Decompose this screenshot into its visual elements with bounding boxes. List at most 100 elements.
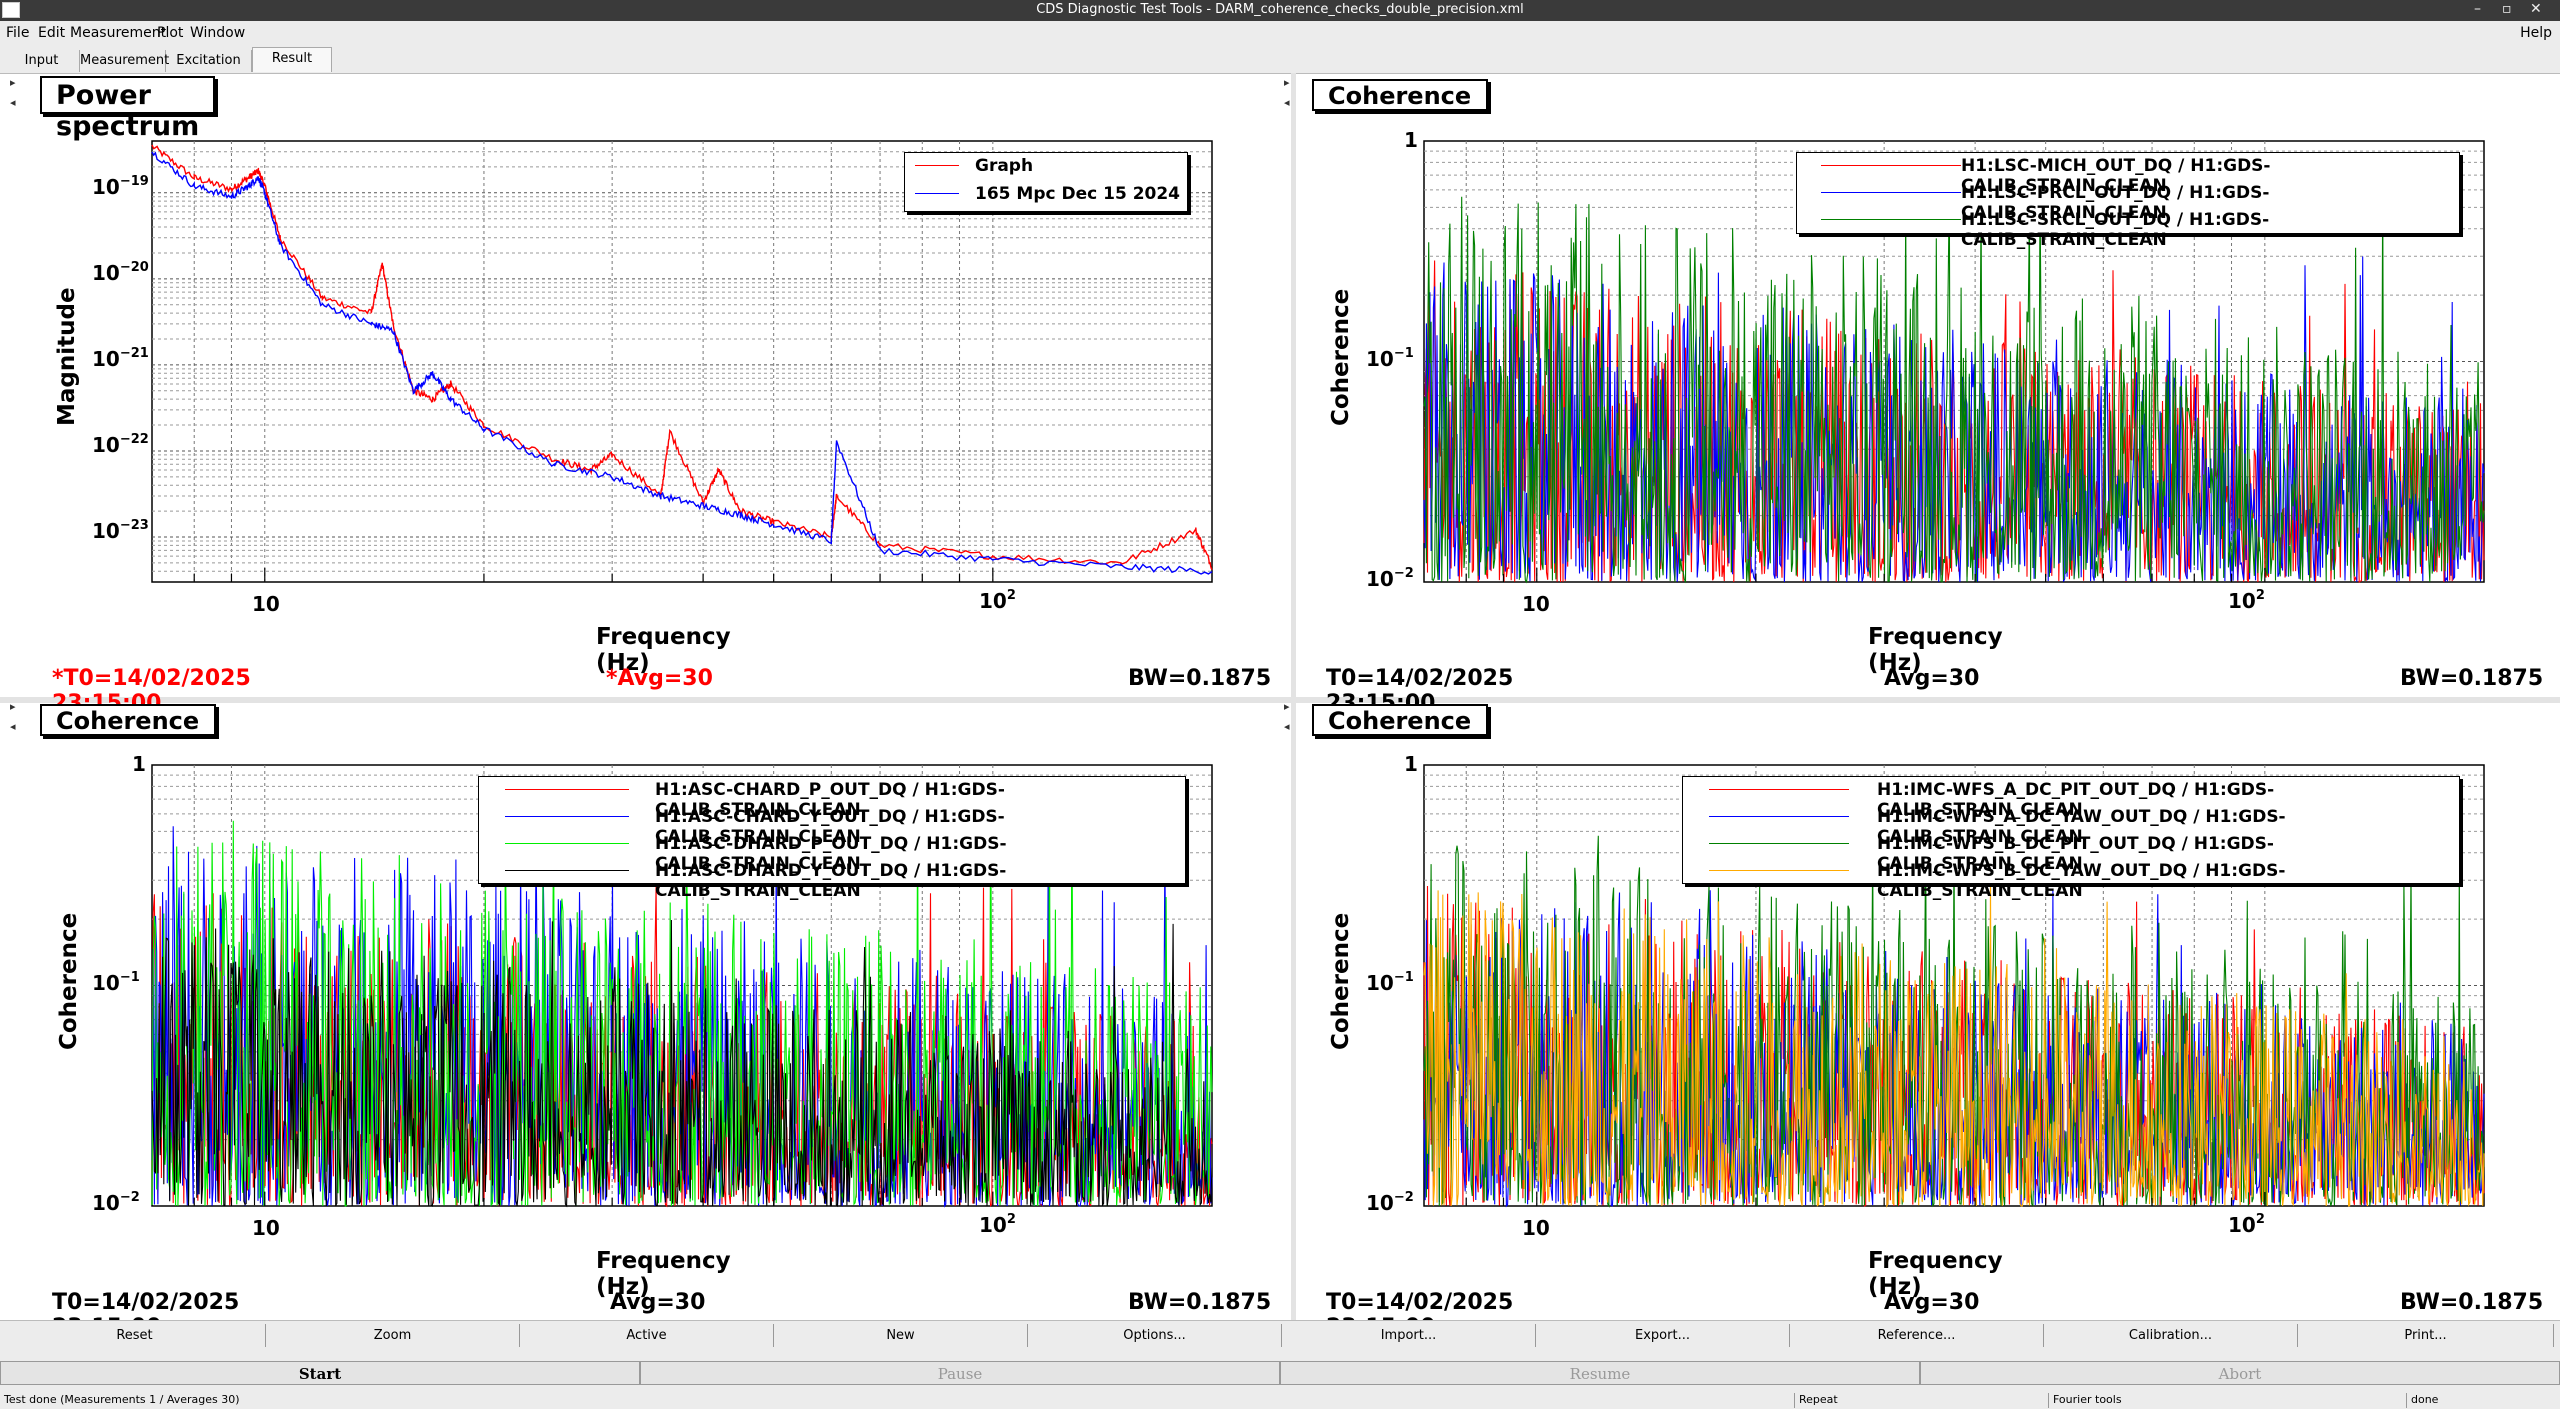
pane-expand-icon[interactable]: ▸ [1284, 76, 1290, 89]
x-axis-label: Frequency (Hz) [596, 1248, 731, 1300]
series-line [151, 919, 1213, 1208]
minimize-icon[interactable]: – [2474, 1, 2481, 17]
menu-help[interactable]: Help [2520, 25, 2552, 41]
menu-window[interactable]: Window [190, 25, 246, 41]
legend-entry: H1:ASC-DHARD_Y_OUT_DQ / H1:GDS-CALIB_STR… [479, 858, 1185, 901]
legend-entry: H1:IMC-WFS_A_DC_YAW_OUT_DQ / H1:GDS-CALI… [1683, 804, 2459, 847]
y-tick-label: 1 [132, 752, 146, 776]
abort-button[interactable]: Abort [1920, 1361, 2560, 1385]
horizontal-splitter[interactable] [0, 697, 2560, 703]
tab-measurement[interactable]: Measurement [80, 50, 169, 72]
pause-button[interactable]: Pause [640, 1361, 1280, 1385]
start-button[interactable]: Start [0, 1361, 640, 1385]
plot-frame [151, 140, 1213, 583]
series-line [151, 151, 1213, 575]
reference-button[interactable]: Reference... [1790, 1324, 2044, 1347]
legend-entry: H1:IMC-WFS_B_DC_PIT_OUT_DQ / H1:GDS-CALI… [1683, 831, 2459, 874]
x-tick-label: 10 [252, 592, 280, 616]
menu-measurement[interactable]: Measurement [70, 25, 167, 41]
legend: Graph 165 Mpc Dec 15 2024 [904, 152, 1188, 212]
legend-entry: H1:ASC-DHARD_P_OUT_DQ / H1:GDS-CALIB_STR… [479, 831, 1185, 874]
print-button[interactable]: Print... [2298, 1324, 2554, 1347]
pane-collapse-icon[interactable]: ◂ [10, 720, 16, 733]
maximize-icon[interactable]: ▫ [2502, 1, 2512, 17]
pane-title: Power spectrum [40, 76, 216, 142]
reset-button[interactable]: Reset [4, 1324, 266, 1347]
x-axis-label: Frequency (Hz) [1868, 624, 2003, 676]
x-tick-label: 102 [2228, 1212, 2265, 1237]
series-line [1423, 185, 2485, 584]
pane-title: Coherence [1312, 704, 1488, 736]
x-tick-label: 102 [979, 1212, 1016, 1237]
status-message: Test done (Measurements 1 / Averages 30) [4, 1393, 240, 1406]
pane-expand-icon[interactable]: ▸ [10, 76, 16, 89]
series-line [1423, 882, 2485, 1209]
status-bar: Test done (Measurements 1 / Averages 30)… [0, 1391, 2560, 1409]
tab-result[interactable]: Result [252, 47, 332, 72]
pane-expand-icon[interactable]: ▸ [1284, 700, 1290, 713]
avg-label: Avg=30 [610, 1290, 706, 1315]
legend-entry: Graph [905, 153, 1187, 179]
pane-collapse-icon[interactable]: ◂ [1284, 720, 1290, 733]
y-tick-label: 10−21 [92, 346, 149, 371]
y-tick-label: 10−2 [1366, 566, 1414, 591]
y-tick-label: 1 [1404, 752, 1418, 776]
avg-label: Avg=30 [1884, 666, 1980, 691]
bw-label: BW=0.1875 [2400, 666, 2544, 691]
tab-excitation[interactable]: Excitation [166, 50, 252, 72]
menu-edit[interactable]: Edit [38, 25, 66, 41]
series-line [1423, 256, 2485, 583]
legend-entry: H1:IMC-WFS_A_DC_PIT_OUT_DQ / H1:GDS-CALI… [1683, 777, 2459, 820]
window-titlebar: CDS Diagnostic Test Tools - DARM_coheren… [0, 0, 2560, 21]
pane-collapse-icon[interactable]: ◂ [1284, 96, 1290, 109]
calibration-button[interactable]: Calibration... [2044, 1324, 2298, 1347]
x-tick-label: 10 [1522, 592, 1550, 616]
window-title: CDS Diagnostic Test Tools - DARM_coheren… [1036, 2, 1524, 17]
tab-input[interactable]: Input [4, 50, 80, 72]
tab-bar: Input Measurement Excitation Result [0, 47, 2560, 73]
legend-entry: H1:LSC-PRCL_OUT_DQ / H1:GDS-CALIB_STRAIN… [1797, 180, 2459, 223]
series-line [151, 825, 1213, 1208]
status-repeat: Repeat [1794, 1393, 1838, 1408]
menu-file[interactable]: File [6, 25, 30, 41]
series-group [151, 807, 1213, 1208]
options-button[interactable]: Options... [1028, 1324, 1282, 1347]
legend-entry: H1:IMC-WFS_B_DC_YAW_OUT_DQ / H1:GDS-CALI… [1683, 858, 2459, 901]
zoom-button[interactable]: Zoom [266, 1324, 520, 1347]
vertical-splitter[interactable] [1291, 73, 1296, 1320]
x-axis-label: Frequency (Hz) [1868, 1248, 2003, 1300]
series-group [1423, 185, 2485, 584]
legend-entry: H1:ASC-CHARD_Y_OUT_DQ / H1:GDS-CALIB_STR… [479, 804, 1185, 847]
legend-entry: H1:LSC-MICH_OUT_DQ / H1:GDS-CALIB_STRAIN… [1797, 153, 2459, 196]
pane-expand-icon[interactable]: ▸ [10, 700, 16, 713]
legend: H1:ASC-CHARD_P_OUT_DQ / H1:GDS-CALIB_STR… [478, 776, 1186, 901]
app-icon [2, 2, 20, 18]
y-tick-label: 10−19 [92, 174, 149, 199]
y-tick-label: 10−23 [92, 518, 149, 543]
y-tick-label: 10−22 [92, 432, 149, 457]
x-tick-label: 102 [2228, 588, 2265, 613]
measurement-controls: Start Pause Resume Abort [0, 1348, 2560, 1396]
series-group [151, 144, 1213, 575]
active-button[interactable]: Active [520, 1324, 774, 1347]
close-icon[interactable]: ✕ [2530, 1, 2542, 17]
import-button[interactable]: Import... [1282, 1324, 1536, 1347]
status-state: done [2406, 1393, 2438, 1408]
legend: H1:LSC-MICH_OUT_DQ / H1:GDS-CALIB_STRAIN… [1796, 152, 2460, 250]
export-button[interactable]: Export... [1536, 1324, 1790, 1347]
y-tick-label: 10−20 [92, 260, 149, 285]
menubar: File Edit Measurement Plot Window Help [0, 21, 2560, 47]
y-tick-label: 10−2 [1366, 1190, 1414, 1215]
avg-label: Avg=30 [1884, 1290, 1980, 1315]
menu-plot[interactable]: Plot [157, 25, 184, 41]
t0-label: *T0=14/02/2025 23:15:00 [52, 666, 251, 716]
resume-button[interactable]: Resume [1280, 1361, 1920, 1385]
new-button[interactable]: New [774, 1324, 1028, 1347]
pane-title: Coherence [1312, 79, 1488, 111]
pane-collapse-icon[interactable]: ◂ [10, 96, 16, 109]
y-tick-label: 10−2 [92, 1190, 140, 1215]
y-tick-label: 10−1 [1366, 346, 1414, 371]
y-tick-label: 10−1 [1366, 970, 1414, 995]
